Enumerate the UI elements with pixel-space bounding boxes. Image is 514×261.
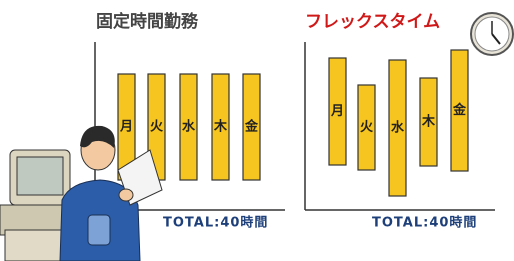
day-label: 火 (150, 120, 164, 135)
day-label: 金 (452, 102, 467, 118)
day-label: 月 (330, 104, 344, 119)
day-label: 金 (244, 119, 259, 135)
day-label: 水 (391, 120, 405, 136)
day-label: 木 (421, 114, 436, 130)
illustration: 固定時間勤務 フレックスタイム TOTAL:40時間 TOTAL:40時間 月火… (0, 0, 514, 261)
day-label: 水 (182, 119, 196, 135)
day-label: 火 (360, 120, 374, 135)
left-total: TOTAL:40時間 (163, 215, 268, 231)
day-label: 木 (213, 119, 228, 135)
right-title: フレックスタイム (305, 12, 440, 32)
day-label: 月 (119, 120, 133, 135)
right-total: TOTAL:40時間 (372, 215, 477, 231)
clock (471, 13, 513, 55)
worker (0, 126, 162, 261)
left-title: 固定時間勤務 (96, 11, 199, 32)
